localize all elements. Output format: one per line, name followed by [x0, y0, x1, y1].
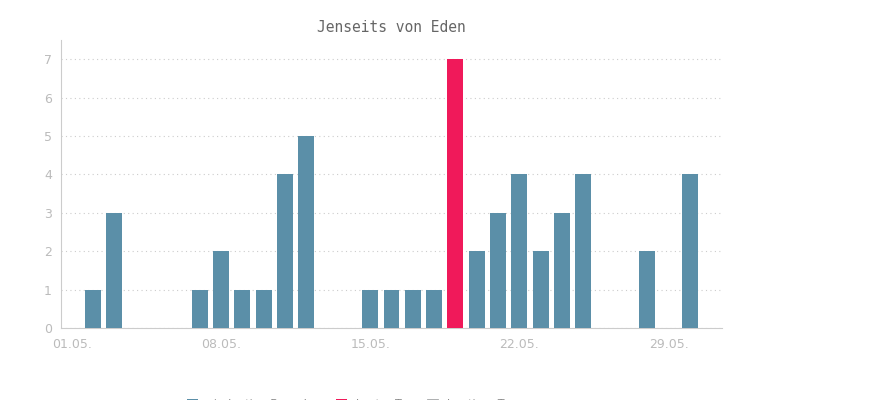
Bar	[426, 290, 441, 328]
Bar	[681, 174, 697, 328]
Bar	[234, 290, 250, 328]
Bar	[191, 290, 208, 328]
Bar	[639, 251, 654, 328]
Bar	[255, 290, 271, 328]
Bar	[106, 213, 122, 328]
Bar	[276, 174, 293, 328]
Bar	[532, 251, 548, 328]
Bar	[447, 59, 463, 328]
Bar	[383, 290, 399, 328]
Bar	[468, 251, 484, 328]
Bar	[511, 174, 527, 328]
Bar	[574, 174, 591, 328]
Bar	[213, 251, 229, 328]
Bar	[489, 213, 506, 328]
Bar	[298, 136, 314, 328]
Bar	[404, 290, 421, 328]
Legend: eindeutige Besucher, bester Tag, heutiger Tag: eindeutige Besucher, bester Tag, heutige…	[187, 399, 516, 400]
Bar	[554, 213, 569, 328]
Bar	[362, 290, 378, 328]
Title: Jenseits von Eden: Jenseits von Eden	[317, 20, 465, 35]
Bar	[85, 290, 101, 328]
